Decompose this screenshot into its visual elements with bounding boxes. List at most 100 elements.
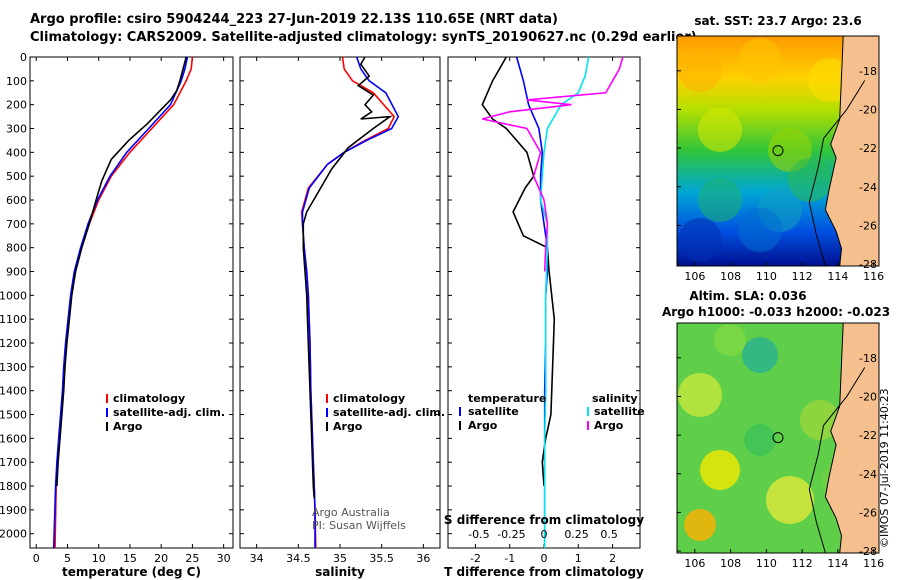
x-tick-label: 36 — [416, 552, 430, 565]
differences-xlabel: T difference from climatology — [444, 565, 644, 579]
y-tick-label: 700 — [6, 218, 27, 231]
y-tick-label: 1500 — [0, 409, 27, 422]
series-line — [539, 56, 590, 548]
legend-entry: Argo — [468, 419, 498, 432]
land-mass — [824, 323, 879, 553]
sla-patch — [742, 337, 778, 373]
s-diff-xlabel: S difference from climatology — [444, 513, 644, 527]
y-tick-label: 1400 — [0, 385, 27, 398]
y-tick-label: 0 — [20, 51, 27, 64]
s-tick-label: 0.5 — [600, 528, 618, 541]
sla-patch — [678, 373, 722, 417]
argo-float-marker — [772, 432, 784, 444]
legend-title: salinity — [592, 392, 638, 405]
legend-entry: satellite-adj. clim. — [113, 406, 225, 419]
sst-map-title: sat. SST: 23.7 Argo: 23.6 — [694, 14, 861, 28]
y-tick-label: 600 — [6, 194, 27, 207]
figure-title-line1: Argo profile: csiro 5904244_223 27-Jun-2… — [30, 12, 558, 27]
x-tick-label: 0 — [541, 552, 548, 565]
legend-entry: satellite — [468, 405, 519, 418]
legend-entry: satellite-adj. clim. — [333, 406, 445, 419]
y-tick-label: -24 — [859, 181, 877, 194]
y-tick-label: 900 — [6, 266, 27, 279]
y-tick-label: -20 — [859, 390, 877, 403]
legend-entry: Argo — [333, 420, 363, 433]
temperature-panel: 0100200300400500600700800900100011001200… — [0, 51, 234, 579]
series-line — [52, 56, 189, 549]
x-tick-label: -2 — [470, 552, 481, 565]
sst-patch — [738, 38, 782, 82]
legend-entry: Argo — [594, 419, 624, 432]
land-mass — [824, 36, 879, 266]
sst-patch — [788, 158, 832, 202]
sst-patch — [698, 108, 742, 152]
legend-entry: climatology — [113, 392, 185, 405]
salinity-panel: 34 34.5 35 35.5 36 salinity climatologysatelli… — [239, 56, 445, 579]
panel-annotation: Argo Australia — [312, 506, 390, 519]
sst-patch — [678, 48, 722, 92]
sla-patch — [744, 424, 776, 456]
x-tick-label: 35.5 — [369, 552, 394, 565]
y-tick-label: -28 — [859, 258, 877, 271]
x-tick-label: 106 — [684, 270, 705, 283]
x-tick-label: 106 — [684, 557, 705, 570]
y-tick-label: -20 — [859, 103, 877, 116]
y-tick-label: -22 — [859, 429, 877, 442]
x-tick-label: 114 — [827, 557, 848, 570]
y-tick-label: 1800 — [0, 480, 27, 493]
sst-patch — [678, 218, 722, 262]
series-line — [56, 56, 187, 487]
y-tick-label: 300 — [6, 123, 27, 136]
sla-map-title: Altim. SLA: 0.036 — [689, 289, 806, 303]
legend-title: temperature — [468, 392, 546, 405]
argo-float-marker — [772, 145, 784, 157]
s-tick-label: 0.25 — [564, 528, 589, 541]
legend-entry: Argo — [113, 420, 143, 433]
x-tick-label: -1 — [504, 552, 515, 565]
y-tick-label: 1300 — [0, 361, 27, 374]
series-line — [482, 56, 624, 272]
sla-patch — [684, 509, 716, 541]
x-tick-label: 34 — [250, 552, 264, 565]
y-tick-label: 500 — [6, 170, 27, 183]
credit-text: ©IMOS 07-Jul-2019 11:40:23 — [878, 388, 891, 548]
x-tick-label: 15 — [123, 552, 137, 565]
x-tick-label: 1 — [575, 552, 582, 565]
y-tick-label: 800 — [6, 242, 27, 255]
x-tick-label: 116 — [863, 557, 884, 570]
map-frame — [676, 322, 880, 554]
y-tick-label: 1100 — [0, 313, 27, 326]
x-tick-label: 2 — [609, 552, 616, 565]
depth-contour — [808, 80, 866, 266]
legend-entry: climatology — [333, 392, 405, 405]
x-tick-label: 110 — [756, 557, 777, 570]
y-tick-label: -18 — [859, 352, 877, 365]
sla-patch — [700, 450, 740, 490]
salinity-xlabel: salinity — [315, 565, 365, 579]
y-tick-label: -28 — [859, 545, 877, 558]
y-tick-label: -26 — [859, 219, 877, 232]
x-tick-label: 112 — [792, 270, 813, 283]
y-tick-label: -18 — [859, 65, 877, 78]
x-tick-label: 34.5 — [286, 552, 311, 565]
y-tick-label: 1000 — [0, 289, 27, 302]
x-tick-label: 5 — [64, 552, 71, 565]
differences-panel: -2 -1 0 1 2T difference from climatology -0.5… — [444, 56, 645, 579]
map-frame — [676, 35, 880, 267]
s-tick-label: -0.5 — [468, 528, 489, 541]
x-tick-label: 0 — [33, 552, 40, 565]
x-tick-label: 20 — [154, 552, 168, 565]
depth-contour — [808, 367, 866, 553]
y-tick-label: 1900 — [0, 504, 27, 517]
s-tick-label: -0.25 — [497, 528, 525, 541]
legend-entry: satellite — [594, 405, 645, 418]
y-tick-label: 1700 — [0, 456, 27, 469]
sla-map-subtitle: Argo h1000: -0.033 h2000: -0.023 — [662, 305, 890, 319]
figure-title-line2: Climatology: CARS2009. Satellite-adjuste… — [30, 30, 697, 45]
x-tick-label: 30 — [217, 552, 231, 565]
x-tick-label: 35 — [333, 552, 347, 565]
y-tick-label: -26 — [859, 506, 877, 519]
sla-patch — [766, 476, 814, 524]
series-line — [302, 56, 393, 498]
